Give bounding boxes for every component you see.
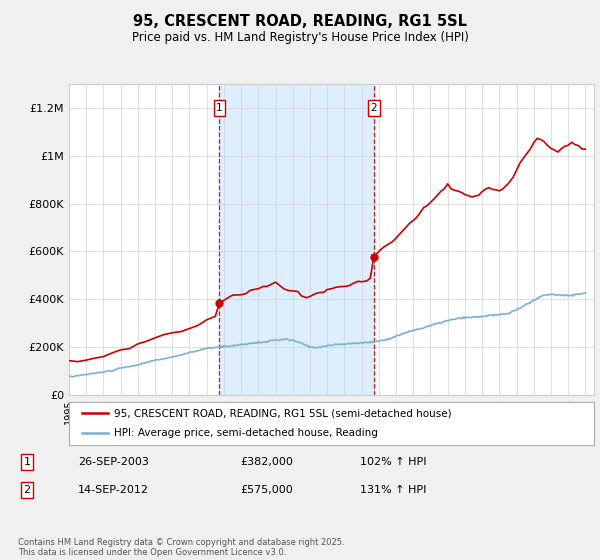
Text: 14-SEP-2012: 14-SEP-2012 bbox=[78, 485, 149, 495]
Text: 102% ↑ HPI: 102% ↑ HPI bbox=[360, 457, 427, 467]
Text: 2: 2 bbox=[23, 485, 31, 495]
Text: 131% ↑ HPI: 131% ↑ HPI bbox=[360, 485, 427, 495]
Text: HPI: Average price, semi-detached house, Reading: HPI: Average price, semi-detached house,… bbox=[113, 428, 377, 438]
Text: £382,000: £382,000 bbox=[240, 457, 293, 467]
Text: Contains HM Land Registry data © Crown copyright and database right 2025.
This d: Contains HM Land Registry data © Crown c… bbox=[18, 538, 344, 557]
Text: 26-SEP-2003: 26-SEP-2003 bbox=[78, 457, 149, 467]
Text: 95, CRESCENT ROAD, READING, RG1 5SL: 95, CRESCENT ROAD, READING, RG1 5SL bbox=[133, 14, 467, 29]
Text: 1: 1 bbox=[23, 457, 31, 467]
Text: 1: 1 bbox=[216, 103, 223, 113]
Text: £575,000: £575,000 bbox=[240, 485, 293, 495]
Text: Price paid vs. HM Land Registry's House Price Index (HPI): Price paid vs. HM Land Registry's House … bbox=[131, 31, 469, 44]
Bar bbox=[220, 84, 374, 395]
Text: 2: 2 bbox=[371, 103, 377, 113]
Text: 95, CRESCENT ROAD, READING, RG1 5SL (semi-detached house): 95, CRESCENT ROAD, READING, RG1 5SL (sem… bbox=[113, 408, 451, 418]
